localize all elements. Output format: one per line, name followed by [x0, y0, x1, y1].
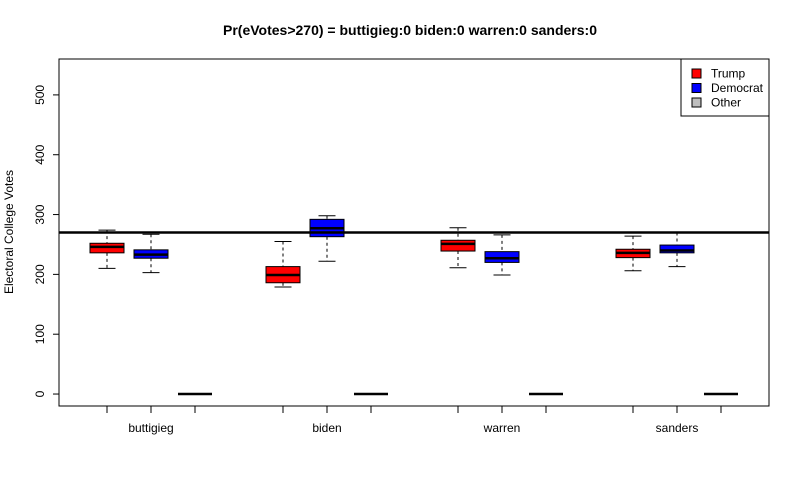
x-tick-label: sanders — [656, 421, 699, 435]
y-tick-label: 500 — [33, 85, 47, 105]
y-tick-label: 100 — [33, 324, 47, 344]
box-iqr — [659, 244, 695, 254]
box-trump-warren — [440, 227, 476, 269]
legend-label: Democrat — [711, 81, 764, 95]
box-trump-biden — [265, 240, 301, 288]
box-trump-sanders — [615, 235, 651, 272]
legend-swatch — [691, 97, 702, 108]
chart-title: Pr(eVotes>270) = buttigieg:0 biden:0 war… — [223, 22, 597, 38]
y-tick-label: 0 — [33, 390, 47, 397]
box-trump-buttigieg — [89, 229, 125, 269]
y-axis-label: Electoral College Votes — [2, 170, 16, 294]
x-tick-label: buttigieg — [128, 421, 173, 435]
legend-swatch — [691, 83, 702, 93]
y-tick-label: 300 — [33, 204, 47, 224]
y-tick-label: 200 — [33, 264, 47, 284]
plot-area: 0 100 200 300 400 500 buttigieg biden warren sand… — [33, 58, 770, 435]
legend-label: Trump — [711, 67, 746, 81]
x-tick-label: biden — [312, 421, 341, 435]
box-democrat-buttigieg — [133, 233, 169, 274]
legend-swatch — [691, 68, 702, 79]
box-democrat-sanders — [659, 232, 695, 268]
box-democrat-biden — [309, 215, 345, 262]
x-tick-label: warren — [483, 421, 521, 435]
box-iqr — [440, 239, 476, 252]
y-tick-label: 400 — [33, 144, 47, 164]
legend-label: Other — [711, 96, 741, 110]
box-democrat-warren — [484, 234, 520, 276]
